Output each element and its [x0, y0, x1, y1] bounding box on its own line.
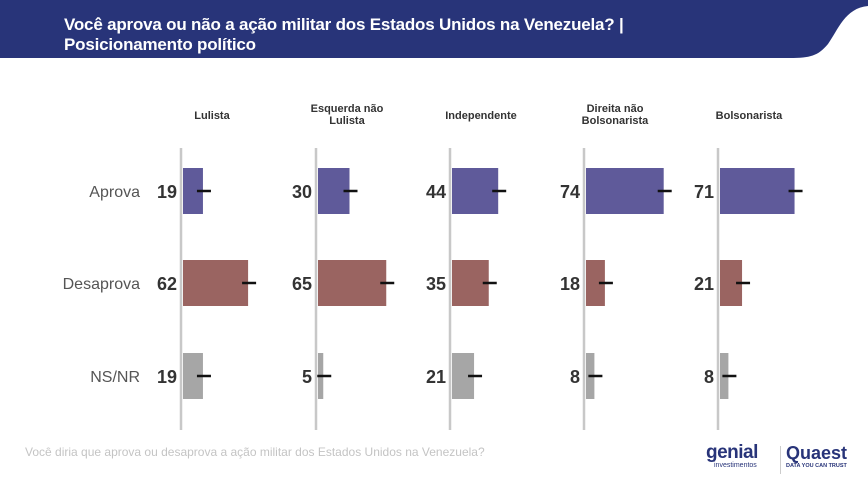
bar: [183, 168, 203, 214]
page-title: Você aprova ou não a ação militar dos Es…: [64, 15, 624, 55]
panel-title: Independente: [445, 110, 517, 122]
bar: [452, 353, 475, 399]
value-label: 18: [560, 274, 580, 294]
value-label: 21: [426, 367, 446, 387]
genial-logo: genial investimentos: [706, 442, 758, 469]
bar: [586, 168, 664, 214]
bar: [586, 260, 605, 306]
bar: [720, 168, 795, 214]
panel-title: Bolsonarista: [582, 115, 650, 127]
panel-title: Bolsonarista: [716, 110, 784, 122]
value-label: 71: [694, 182, 714, 202]
bar: [452, 168, 499, 214]
header-band: [0, 0, 868, 58]
bar: [183, 260, 249, 306]
value-label: 30: [292, 182, 312, 202]
bar: [720, 260, 743, 306]
value-label: 65: [292, 274, 312, 294]
category-label: Aprova: [89, 184, 140, 201]
title-line-2: Posicionamento político: [64, 35, 256, 54]
value-label: 19: [157, 367, 177, 387]
category-label: Desaprova: [63, 276, 140, 293]
bar: [318, 260, 387, 306]
category-label: NS/NR: [90, 369, 140, 386]
title-line-1: Você aprova ou não a ação militar dos Es…: [64, 15, 624, 34]
quaest-logo: Quaest DATA YOU CAN TRUST: [786, 443, 848, 470]
value-label: 44: [426, 182, 446, 202]
value-label: 5: [302, 367, 312, 387]
value-label: 62: [157, 274, 177, 294]
bar: [183, 353, 203, 399]
value-label: 19: [157, 182, 177, 202]
value-label: 8: [704, 367, 714, 387]
logo-divider: [780, 446, 781, 474]
panel-title: Direita não: [587, 103, 644, 115]
panel-title: Lulista: [329, 115, 365, 127]
value-label: 74: [560, 182, 580, 202]
value-label: 35: [426, 274, 446, 294]
value-label: 21: [694, 274, 714, 294]
chart: Aprova Desaprova NS/NR Lulista 19 62 19 Esquerd…: [63, 103, 803, 430]
footer-question: Você diria que aprova ou desaprova a açã…: [25, 445, 485, 459]
bar: [452, 260, 489, 306]
panel-title: Lulista: [194, 110, 230, 122]
value-label: 8: [570, 367, 580, 387]
panel-title: Esquerda não: [311, 103, 384, 115]
